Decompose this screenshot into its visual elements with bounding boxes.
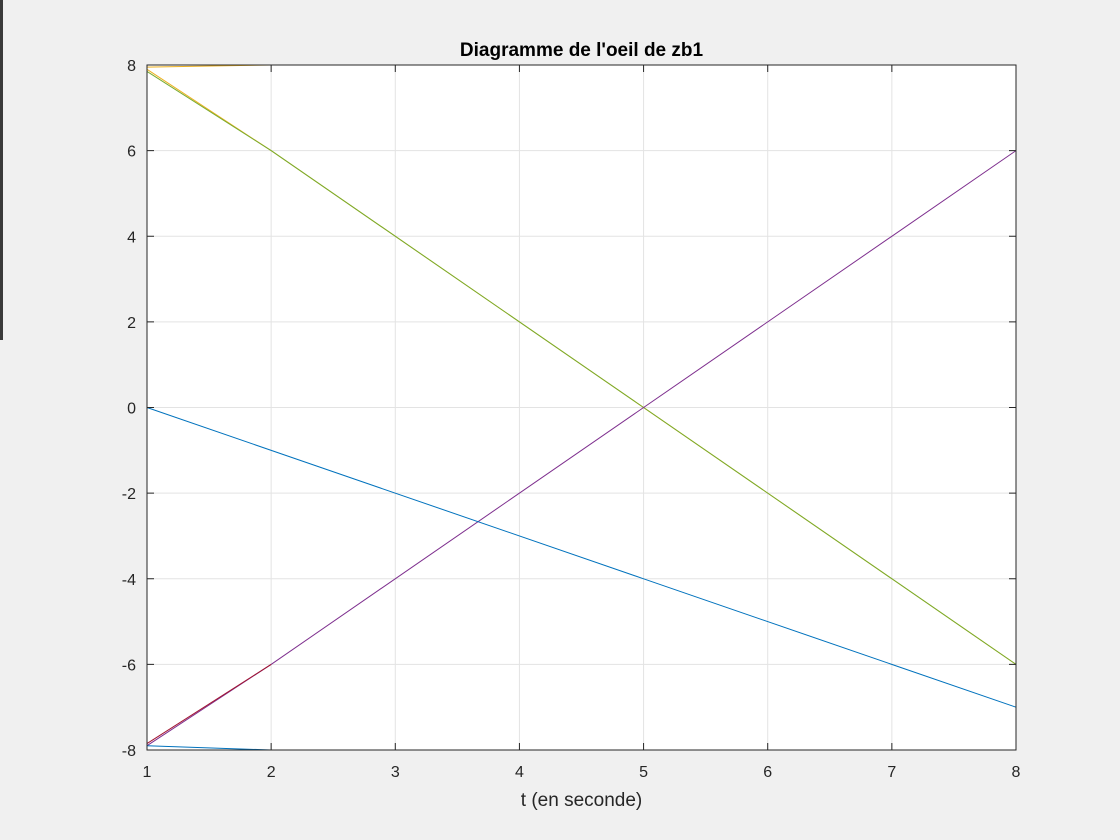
y-tick-label: -2 [122, 486, 136, 503]
y-tick-label: -6 [122, 657, 136, 674]
x-tick-label: 2 [267, 764, 276, 781]
y-tick-label: -4 [122, 572, 136, 589]
ticks: 1 2 3 4 5 6 7 8 -8 -6 -4 -2 0 2 4 6 8 [122, 58, 1021, 781]
y-tick-label: -8 [122, 743, 136, 760]
series-line-7 [146, 407, 1017, 708]
y-tick-label: 2 [127, 315, 136, 332]
y-tick-label: 4 [127, 229, 136, 246]
y-tick-label: 6 [127, 144, 136, 161]
y-tick-label: 0 [127, 401, 136, 418]
series-line-5 [146, 150, 1017, 747]
x-tick-label: 4 [515, 764, 524, 781]
x-tick-label: 8 [1012, 764, 1021, 781]
x-tick-label: 5 [639, 764, 648, 781]
window-edge [0, 0, 3, 340]
chart-title: Diagramme de l'oeil de zb1 [460, 40, 704, 61]
x-tick-label: 3 [391, 764, 400, 781]
series-line-6 [146, 663, 272, 745]
x-tick-label: 1 [143, 764, 152, 781]
x-tick-label: 6 [763, 764, 772, 781]
x-axis-label: t (en seconde) [521, 790, 642, 811]
series-line-4 [146, 70, 1017, 665]
y-tick-label: 8 [127, 58, 136, 75]
x-tick-label: 7 [887, 764, 896, 781]
